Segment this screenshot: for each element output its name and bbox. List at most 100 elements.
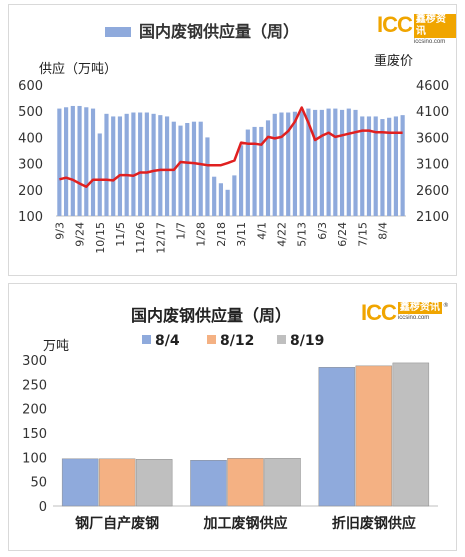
x-category-label: 加工废钢供应 bbox=[203, 515, 288, 532]
supply-bar bbox=[151, 113, 156, 216]
supply-bar bbox=[84, 107, 89, 216]
supply-bar bbox=[131, 112, 136, 216]
logo-icc-text: ICC bbox=[361, 300, 397, 325]
supply-bar bbox=[245, 129, 250, 216]
x-tick-label: 6/3 bbox=[316, 222, 329, 240]
supply-bar bbox=[313, 109, 318, 216]
x-category-label: 折旧废钢供应 bbox=[332, 515, 416, 532]
y-left-tick-label: 500 bbox=[18, 105, 43, 120]
supply-bar bbox=[77, 105, 82, 216]
y-right-tick-label: 4600 bbox=[416, 79, 449, 94]
x-category-label: 钢厂自产废钢 bbox=[75, 515, 159, 532]
supply-bar bbox=[61, 458, 99, 507]
category-supply-chart-panel: 国内废钢供应量（周） 万吨 8/4 8/12 8/19 0 50 100 150 200 250 30… bbox=[8, 283, 457, 551]
supply-bar bbox=[272, 113, 277, 216]
supply-bar bbox=[252, 126, 257, 216]
supply-bar bbox=[360, 116, 365, 216]
y-left-tick-label: 600 bbox=[18, 79, 43, 94]
supply-bar bbox=[259, 126, 264, 216]
y-tick-label: 0 bbox=[39, 500, 47, 515]
x-tick-label: 4/1 bbox=[255, 222, 268, 240]
supply-bar bbox=[198, 121, 203, 216]
scrap-price-line bbox=[59, 106, 403, 188]
supply-bar bbox=[205, 137, 210, 216]
x-tick-label: 11/5 bbox=[114, 222, 127, 247]
supply-bar bbox=[178, 125, 183, 216]
supply-bar bbox=[319, 109, 324, 216]
y-tick-label: 100 bbox=[22, 451, 47, 466]
supply-bar bbox=[227, 458, 264, 507]
logo-cn-text: 鑫椤资讯 bbox=[413, 14, 456, 38]
supply-bar bbox=[333, 108, 338, 216]
x-tick-label: 6/24 bbox=[336, 222, 349, 247]
weekly-supply-chart-panel: 国内废钢供应量（周） 供应（万吨） 重废价 100 200 300 400 500 600 210… bbox=[8, 4, 457, 276]
supply-bar bbox=[373, 116, 378, 216]
logo-registered-mark: ® bbox=[442, 302, 449, 309]
x-tick-label: 12/17 bbox=[154, 222, 167, 254]
y-tick-label: 200 bbox=[22, 403, 47, 418]
y-left-tick-label: 100 bbox=[18, 210, 43, 225]
supply-bar bbox=[353, 109, 358, 216]
legend-swatch bbox=[207, 335, 216, 344]
legend-label: 8/4 bbox=[155, 333, 180, 349]
supply-bar bbox=[218, 183, 223, 216]
y-left-tick-label: 300 bbox=[18, 158, 43, 173]
y-tick-label: 150 bbox=[22, 427, 47, 442]
supply-bar bbox=[212, 176, 217, 216]
supply-bar bbox=[392, 362, 430, 507]
supply-bar bbox=[279, 112, 284, 216]
supply-bar bbox=[355, 365, 393, 507]
supply-bar bbox=[90, 108, 96, 216]
supply-bar bbox=[380, 119, 385, 216]
y-axis-left-label: 供应（万吨） bbox=[39, 61, 117, 77]
supply-bar bbox=[393, 116, 398, 216]
legend-label: 8/19 bbox=[290, 333, 324, 349]
supply-bar bbox=[144, 112, 149, 216]
y-right-tick-label: 3600 bbox=[416, 131, 449, 146]
supply-bar bbox=[164, 116, 170, 216]
icc-logo: ICC 鑫椤资讯 iccsino.com ® bbox=[361, 302, 449, 324]
supply-bar bbox=[387, 117, 392, 216]
logo-cn-text: 鑫椤资讯 bbox=[397, 302, 442, 314]
y-tick-label: 250 bbox=[22, 378, 47, 393]
supply-bar bbox=[185, 122, 190, 216]
logo-url-text: iccsino.com bbox=[397, 315, 430, 321]
x-tick-label: 3/11 bbox=[235, 222, 248, 247]
supply-bar bbox=[64, 107, 69, 216]
category-supply-chart: 国内废钢供应量（周） 万吨 8/4 8/12 8/19 0 50 100 150 200 250 30… bbox=[22, 306, 438, 532]
supply-bar bbox=[299, 111, 304, 216]
supply-bar bbox=[98, 458, 136, 507]
y-axis-label: 万吨 bbox=[43, 339, 69, 354]
x-tick-label: 11/26 bbox=[134, 222, 147, 254]
y-tick-label: 50 bbox=[30, 476, 47, 491]
y-right-tick-label: 2600 bbox=[416, 184, 449, 199]
supply-bar bbox=[190, 460, 227, 507]
supply-bar bbox=[111, 116, 116, 216]
supply-bar bbox=[265, 120, 271, 216]
supply-bar bbox=[104, 113, 109, 216]
chart-title: 国内废钢供应量（周） bbox=[131, 306, 291, 325]
y-tick-label: 300 bbox=[22, 354, 47, 369]
x-tick-label: 4/22 bbox=[275, 222, 288, 247]
chart-title: 国内废钢供应量（周） bbox=[139, 22, 299, 41]
supply-bar bbox=[366, 116, 372, 216]
supply-bar bbox=[135, 459, 173, 507]
x-tick-label: 7/15 bbox=[356, 222, 369, 247]
x-tick-label: 10/15 bbox=[94, 222, 107, 254]
y-right-tick-label: 2100 bbox=[416, 210, 449, 225]
supply-bar bbox=[158, 115, 163, 216]
x-tick-label: 9/3 bbox=[53, 222, 66, 240]
supply-bar bbox=[225, 189, 230, 216]
supply-bar bbox=[97, 133, 102, 216]
supply-bar bbox=[346, 108, 351, 216]
supply-bar bbox=[292, 111, 298, 216]
supply-bar bbox=[232, 175, 237, 216]
supply-bar bbox=[264, 458, 301, 507]
x-tick-label: 5/13 bbox=[296, 222, 309, 247]
y-right-tick-label: 4100 bbox=[416, 105, 449, 120]
supply-bar bbox=[70, 105, 75, 216]
logo-url-text: iccsino.com bbox=[413, 39, 446, 45]
legend-swatch bbox=[142, 335, 151, 344]
supply-bar bbox=[239, 145, 244, 216]
supply-bar bbox=[124, 113, 129, 216]
